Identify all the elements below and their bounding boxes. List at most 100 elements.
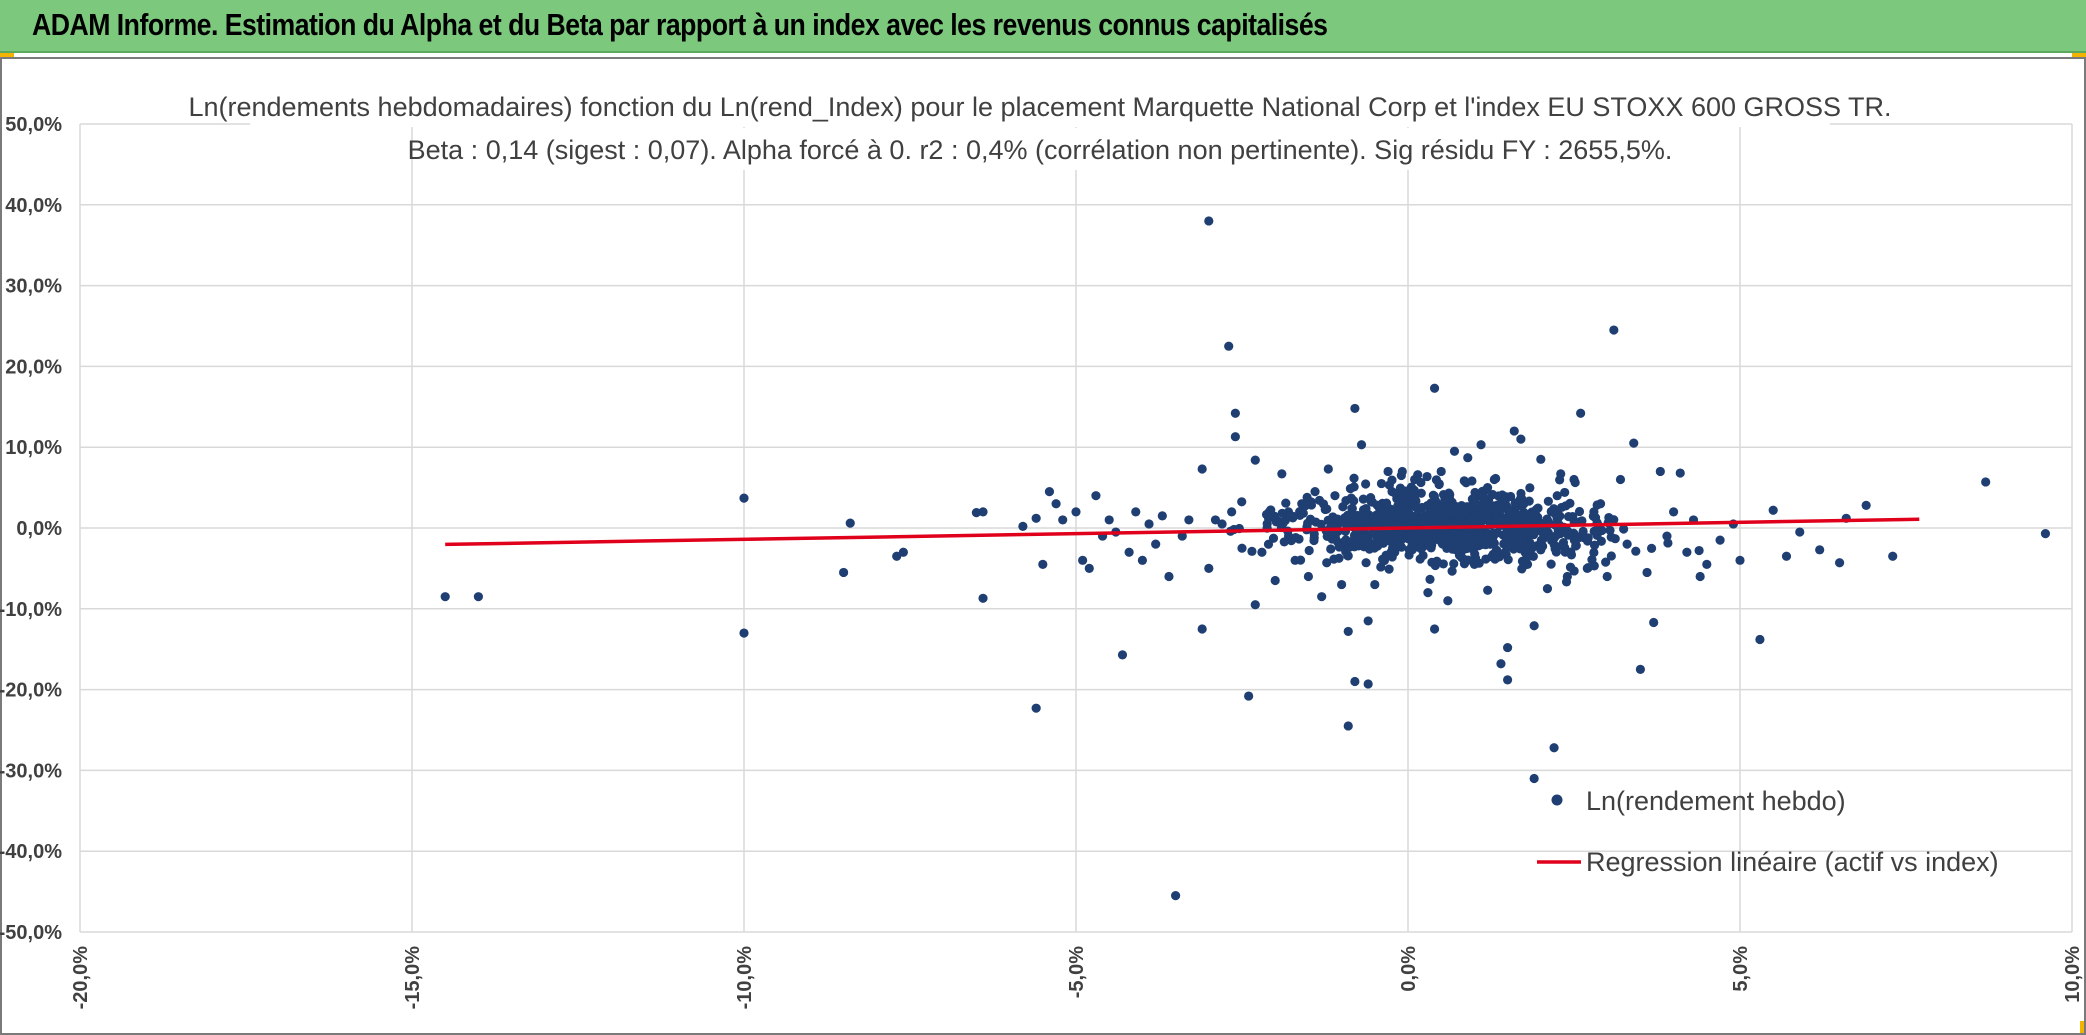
scatter-point [1470, 549, 1480, 559]
scatter-point [1422, 471, 1432, 482]
y-tick-label: 10,0% [5, 437, 62, 459]
scatter-point [1694, 545, 1704, 556]
scatter-point [1309, 535, 1319, 546]
scatter-point [1379, 507, 1389, 517]
scatter-point [1416, 477, 1426, 488]
scatter-point [1104, 515, 1114, 525]
scatter-point [1601, 557, 1611, 567]
scatter-point [839, 567, 849, 578]
scatter-point [1519, 499, 1529, 509]
scatter-point [1436, 466, 1446, 477]
scatter-point [1491, 473, 1501, 484]
scatter-point [1413, 470, 1423, 480]
scatter-point [1345, 484, 1356, 494]
scatter-point [1423, 588, 1433, 598]
scatter-point [1447, 566, 1457, 576]
scatter-point [1177, 531, 1187, 541]
scatter-point [1496, 659, 1506, 669]
x-tick-label: -20,0% [70, 946, 92, 1010]
scatter-point [1309, 529, 1319, 539]
scatter-point [1622, 539, 1632, 549]
scatter-point [1587, 554, 1597, 565]
scatter-point [1337, 579, 1347, 590]
scatter-point [1237, 543, 1247, 553]
scatter-point [1888, 551, 1898, 561]
scatter-point [1487, 489, 1498, 500]
scatter-point [1310, 487, 1320, 497]
regression-line [445, 517, 1920, 547]
scatter-point [1399, 499, 1410, 509]
scatter-point [1224, 341, 1234, 351]
scatter-point [1417, 512, 1427, 523]
scatter-point [1078, 555, 1088, 565]
scatter-point [1184, 515, 1194, 525]
scatter-point [1475, 516, 1485, 526]
scatter-point [1018, 521, 1028, 531]
scatter-point [1426, 543, 1436, 553]
scatter-point [1429, 383, 1440, 393]
report-title: ADAM Informe. Estimation du Alpha et du … [32, 7, 1328, 42]
scatter-point [1322, 558, 1332, 568]
chart-axes: 50,0% 40,0% 30,0% 20,0% 10,0% 0,0% -10,0% -20,0… [0, 114, 2084, 1009]
scatter-point [1400, 486, 1411, 496]
scatter-point [1522, 553, 1532, 563]
scatter-point [1511, 514, 1521, 524]
scatter-point [1476, 440, 1486, 450]
scatter-point [1551, 509, 1561, 520]
scatter-point [1835, 558, 1845, 568]
scatter-point [1257, 547, 1267, 557]
scatter-point [1131, 507, 1141, 517]
scatter-point [1376, 478, 1387, 489]
scatter-point [1270, 575, 1280, 586]
scatter-point [1565, 562, 1576, 572]
x-tick-label: 10,0% [2062, 946, 2084, 1003]
scatter-point [1503, 541, 1513, 552]
scatter-point [1303, 571, 1313, 582]
scatter-point [1425, 574, 1435, 584]
scatter-point [1295, 555, 1306, 565]
scatter-point [1663, 538, 1673, 548]
scatter-point [1323, 464, 1333, 474]
scatter-point [1330, 491, 1340, 501]
scatter-point [1510, 498, 1520, 508]
scatter-point [1416, 488, 1426, 498]
scatter-point [1380, 516, 1391, 526]
scatter-point [1443, 596, 1453, 606]
scatter-point [1649, 617, 1659, 628]
legend-label-regression: Regression linéaire (actif vs index) [1586, 847, 1999, 877]
x-tick-label: 0,0% [1398, 946, 1420, 992]
scatter-point [1397, 466, 1407, 477]
scatter-point [1263, 539, 1274, 549]
scatter-point [1197, 464, 1207, 474]
chart-grid [79, 123, 2073, 933]
scatter-point [1361, 479, 1371, 489]
scatter-point [1675, 468, 1685, 478]
scatter-point [1304, 545, 1314, 556]
scatter-point [1509, 426, 1519, 436]
scatter-point [1578, 526, 1588, 536]
scatter-point [1570, 477, 1580, 488]
scatter-series [440, 216, 2051, 901]
scatter-point [1605, 525, 1615, 535]
scatter-point [1475, 527, 1485, 537]
scatter-point [1294, 534, 1304, 544]
x-tick-label: -15,0% [402, 946, 424, 1010]
scatter-point [1544, 530, 1554, 540]
scatter-point [1498, 530, 1508, 540]
y-tick-label: -10,0% [0, 599, 62, 621]
scatter-point [1358, 511, 1368, 521]
scatter-point [898, 547, 908, 557]
scatter-point [1044, 487, 1055, 497]
chart-subtitle: Beta : 0,14 (sigest : 0,07). Alpha forcé… [408, 135, 1673, 165]
corner-marker-top-left [0, 53, 14, 59]
x-tick-label: 5,0% [1730, 946, 1752, 992]
scatter-point [1343, 626, 1353, 637]
scatter-point [1503, 642, 1513, 653]
scatter-point [1517, 564, 1527, 574]
scatter-point [1571, 541, 1581, 551]
scatter-point [1546, 559, 1556, 569]
scatter-point [1470, 487, 1480, 498]
scatter-point [1396, 542, 1407, 552]
scatter-point [1482, 499, 1492, 509]
y-tick-label: 40,0% [5, 195, 62, 217]
